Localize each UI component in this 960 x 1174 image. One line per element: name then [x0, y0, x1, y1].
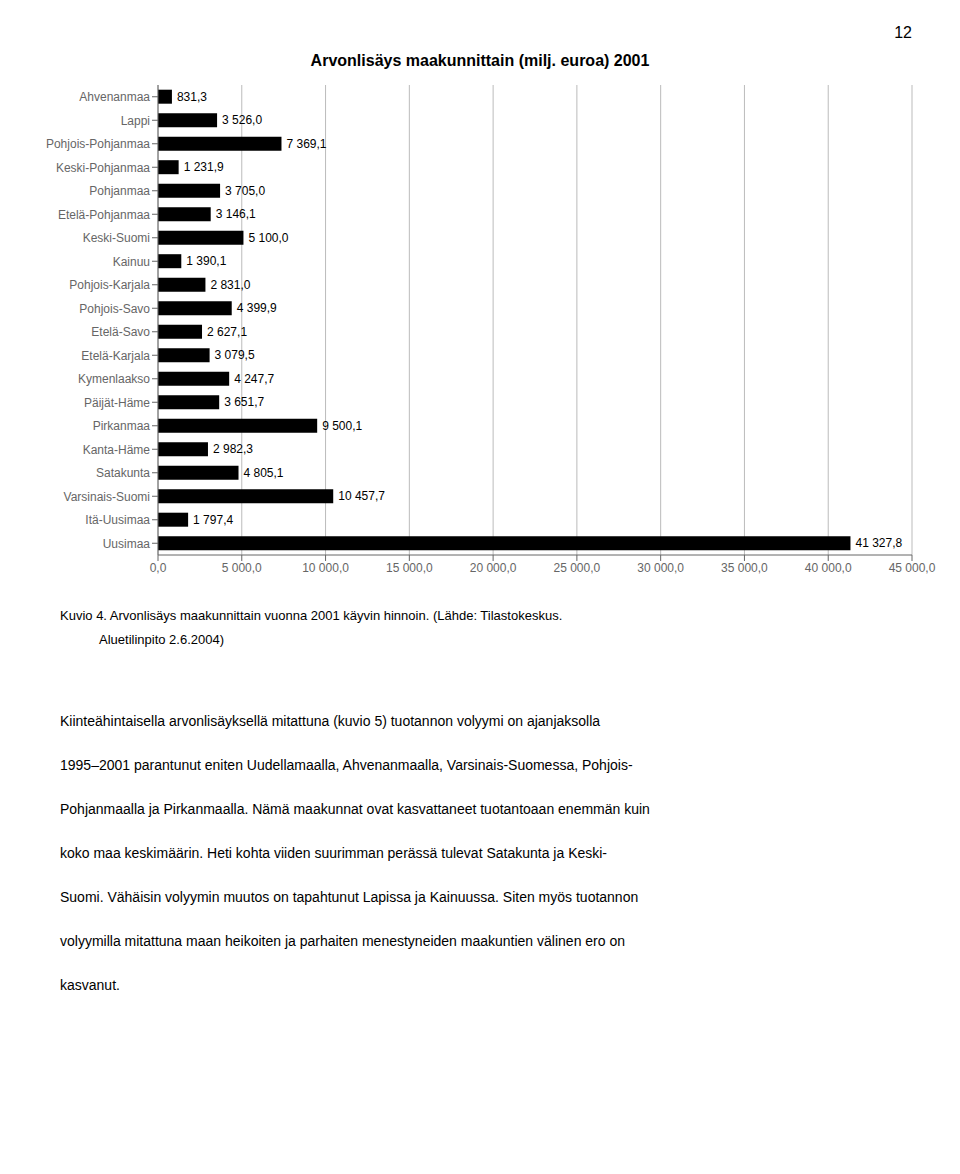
svg-text:9 500,1: 9 500,1 — [322, 419, 362, 433]
svg-text:Etelä-Savo: Etelä-Savo — [91, 325, 150, 339]
svg-text:41 327,8: 41 327,8 — [855, 536, 902, 550]
svg-text:3 705,0: 3 705,0 — [225, 184, 265, 198]
svg-text:Etelä-Karjala: Etelä-Karjala — [81, 349, 150, 363]
html-text:Arvonlisäys maakunnittain (mil: Arvonlisäys maakunnittain (milj. euroa) … — [310, 52, 650, 69]
html-text:Kuvio 4. Arvonlisäys maakunnit: Kuvio 4. Arvonlisäys maakunnittain vuonn… — [60, 608, 563, 623]
svg-text:Uusimaa: Uusimaa — [103, 537, 151, 551]
svg-text:0,0: 0,0 — [150, 561, 167, 575]
svg-text:25 000,0: 25 000,0 — [554, 561, 601, 575]
html-text:Pohjanmaalla ja Pirkanmaalla.: Pohjanmaalla ja Pirkanmaalla. Nämä maaku… — [60, 801, 650, 817]
svg-text:3 146,1: 3 146,1 — [216, 207, 256, 221]
svg-text:15 000,0: 15 000,0 — [386, 561, 433, 575]
svg-text:20 000,0: 20 000,0 — [470, 561, 517, 575]
svg-text:4 247,7: 4 247,7 — [234, 372, 274, 386]
svg-text:Päijät-Häme: Päijät-Häme — [84, 396, 150, 410]
svg-text:3 526,0: 3 526,0 — [222, 113, 262, 127]
html-text:volyymilla mitattuna maan heik: volyymilla mitattuna maan heikoiten ja p… — [60, 933, 625, 949]
svg-text:40 000,0: 40 000,0 — [805, 561, 852, 575]
svg-text:10 000,0: 10 000,0 — [302, 561, 349, 575]
svg-text:Itä-Uusimaa: Itä-Uusimaa — [85, 513, 150, 527]
html-text:kasvanut.: kasvanut. — [60, 977, 120, 993]
svg-text:Lappi: Lappi — [121, 114, 150, 128]
svg-text:Varsinais-Suomi: Varsinais-Suomi — [64, 490, 150, 504]
svg-text:2 982,3: 2 982,3 — [213, 442, 253, 456]
svg-text:Etelä-Pohjanmaa: Etelä-Pohjanmaa — [58, 208, 150, 222]
svg-text:3 651,7: 3 651,7 — [224, 395, 264, 409]
svg-text:Kanta-Häme: Kanta-Häme — [83, 443, 151, 457]
svg-text:Pohjois-Savo: Pohjois-Savo — [79, 302, 150, 316]
html-text:Aluetilinpito 2.6.2004): Aluetilinpito 2.6.2004) — [60, 632, 224, 647]
svg-text:5 100,0: 5 100,0 — [248, 231, 288, 245]
svg-text:1 390,1: 1 390,1 — [186, 254, 226, 268]
svg-text:7 369,1: 7 369,1 — [286, 137, 326, 151]
html-text:1995–2001 parantunut eniten Uu: 1995–2001 parantunut eniten Uudellamaall… — [60, 757, 633, 773]
svg-text:4 805,1: 4 805,1 — [244, 466, 284, 480]
svg-text:Kainuu: Kainuu — [113, 255, 150, 269]
svg-text:2 831,0: 2 831,0 — [210, 278, 250, 292]
svg-text:Pohjois-Pohjanmaa: Pohjois-Pohjanmaa — [46, 137, 150, 151]
svg-text:5 000,0: 5 000,0 — [222, 561, 262, 575]
html-text:Kiinteähintaisella arvonlisäyk: Kiinteähintaisella arvonlisäyksellä mita… — [60, 713, 601, 729]
svg-text:Pohjois-Karjala: Pohjois-Karjala — [69, 278, 150, 292]
html-text:12: 12 — [894, 24, 912, 41]
svg-text:Keski-Pohjanmaa: Keski-Pohjanmaa — [56, 161, 150, 175]
svg-text:45 000,0: 45 000,0 — [889, 561, 936, 575]
svg-text:Pohjanmaa: Pohjanmaa — [89, 184, 150, 198]
svg-text:Pirkanmaa: Pirkanmaa — [93, 419, 151, 433]
svg-text:Ahvenanmaa: Ahvenanmaa — [79, 90, 150, 104]
svg-text:1 231,9: 1 231,9 — [184, 160, 224, 174]
svg-text:2 627,1: 2 627,1 — [207, 325, 247, 339]
svg-text:831,3: 831,3 — [177, 90, 207, 104]
svg-text:4 399,9: 4 399,9 — [237, 301, 277, 315]
svg-text:35 000,0: 35 000,0 — [721, 561, 768, 575]
svg-text:1 797,4: 1 797,4 — [193, 513, 233, 527]
svg-text:30 000,0: 30 000,0 — [637, 561, 684, 575]
svg-text:3 079,5: 3 079,5 — [215, 348, 255, 362]
html-text:Suomi. Vähäisin volyymin muuto: Suomi. Vähäisin volyymin muutos on tapah… — [60, 889, 639, 905]
svg-text:Satakunta: Satakunta — [96, 466, 150, 480]
svg-text:Kymenlaakso: Kymenlaakso — [78, 372, 150, 386]
html-text:koko maa keskimäärin. Heti koh: koko maa keskimäärin. Heti kohta viiden … — [60, 845, 607, 861]
svg-text:Keski-Suomi: Keski-Suomi — [83, 231, 150, 245]
svg-text:10 457,7: 10 457,7 — [338, 489, 385, 503]
